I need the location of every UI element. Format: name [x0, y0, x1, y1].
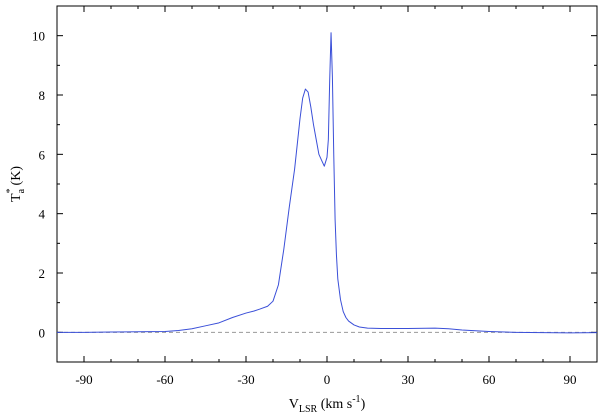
x-tick-label: 60 [483, 372, 496, 387]
y-tick-label: 2 [39, 266, 46, 281]
x-tick-label: 90 [564, 372, 577, 387]
y-tick-label: 0 [39, 325, 46, 340]
axis-tick-labels: -90 -60 -30 0 30 60 90 0 2 4 6 8 10 [32, 29, 577, 387]
x-tick-label: -30 [237, 372, 254, 387]
axis-ticks [57, 6, 597, 362]
x-axis-label: VLSR (km s-1) [289, 394, 366, 415]
x-tick-label: -60 [156, 372, 173, 387]
y-tick-label: 6 [39, 147, 46, 162]
y-tick-label: 4 [39, 207, 46, 222]
series-line-0 [57, 32, 598, 334]
x-tick-label: -90 [75, 372, 92, 387]
plot-frame [56, 5, 598, 363]
y-tick-label: 8 [39, 88, 46, 103]
series-layer [57, 32, 598, 334]
x-tick-label: 0 [324, 372, 331, 387]
y-axis-label: T*a (K) [5, 166, 27, 202]
y-tick-label: 10 [32, 29, 45, 44]
x-tick-label: 30 [402, 372, 415, 387]
